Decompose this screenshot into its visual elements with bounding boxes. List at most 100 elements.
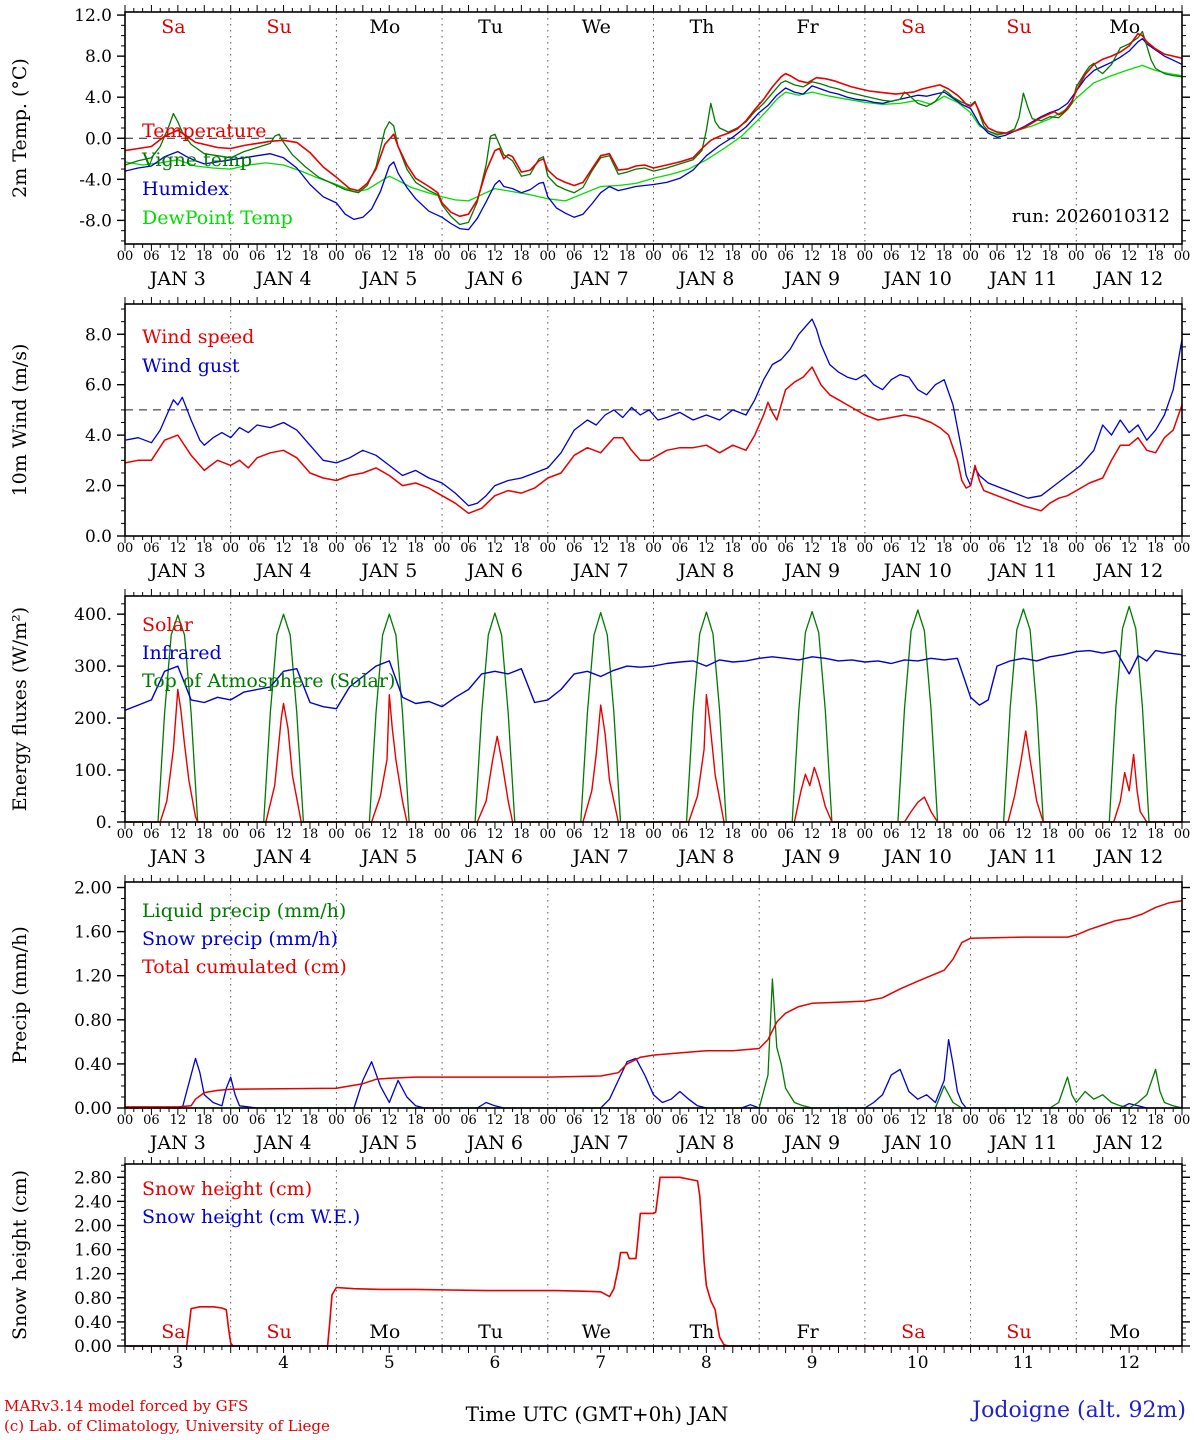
- panel-energy-fluxes: 0. 100. 200. 300. 400. 00 06 12 18 00 06 12 18 00 06 12…: [9, 589, 1190, 868]
- day-number-label: 3: [172, 1353, 183, 1373]
- legend-label: Temperature: [142, 120, 266, 142]
- series-humidex: [124, 38, 1183, 231]
- day-tick-label: JAN 9: [782, 846, 840, 868]
- hour-tick-label: 06: [989, 541, 1006, 556]
- y-tick-label: 0.80: [74, 1289, 112, 1309]
- y-tick-label: 0.: [96, 813, 112, 833]
- hour-tick-label: 18: [1042, 541, 1059, 556]
- day-tick-label: JAN 3: [148, 846, 206, 868]
- legend-label: Infrared: [142, 642, 222, 664]
- hour-tick-label: 00: [222, 249, 239, 264]
- day-tick-label: JAN 4: [254, 846, 312, 868]
- hour-tick-label: 00: [117, 249, 134, 264]
- day-tick-label: JAN 12: [1093, 560, 1163, 582]
- day-number-label: 8: [701, 1353, 712, 1373]
- hour-tick-label: 06: [989, 1113, 1006, 1128]
- weekday-label: Sa: [161, 16, 185, 38]
- hour-tick-label: 06: [989, 827, 1006, 842]
- y-axis-title: Snow height (cm): [9, 1170, 31, 1340]
- hour-tick-label: 00: [222, 541, 239, 556]
- day-tick-label: JAN 12: [1093, 846, 1163, 868]
- hour-tick-label: 06: [883, 827, 900, 842]
- hour-tick-label: 00: [645, 1113, 662, 1128]
- hour-tick-label: 12: [487, 541, 504, 556]
- hour-tick-label: 18: [513, 541, 530, 556]
- weekday-label: Mo: [369, 1321, 400, 1343]
- weekday-label: Th: [689, 16, 714, 38]
- hour-tick-label: 00: [751, 249, 768, 264]
- day-tick-label: JAN 8: [676, 268, 734, 290]
- hour-tick-label: 00: [751, 541, 768, 556]
- y-tick-label: 6.0: [85, 376, 112, 396]
- day-tick-label: JAN 5: [359, 268, 417, 290]
- weekday-label: Su: [267, 16, 292, 38]
- hour-tick-label: 12: [275, 249, 292, 264]
- hour-tick-label: 12: [487, 827, 504, 842]
- legend-label: Snow height (cm W.E.): [142, 1206, 360, 1228]
- y-tick-label: 4.0: [85, 88, 112, 108]
- hour-tick-label: 00: [540, 827, 557, 842]
- hour-tick-label: 12: [487, 249, 504, 264]
- hour-tick-label: 12: [1015, 249, 1032, 264]
- hour-tick-label: 18: [302, 249, 319, 264]
- hour-tick-label: 00: [645, 249, 662, 264]
- hour-tick-label: 06: [355, 1113, 372, 1128]
- series-wind-gust: [124, 318, 1183, 507]
- hour-tick-label: 18: [1042, 827, 1059, 842]
- hour-tick-label: 12: [592, 827, 609, 842]
- run-label: run: 2026010312: [1012, 206, 1170, 227]
- y-tick-label: 2.0: [85, 477, 112, 497]
- y-tick-label: 0.0: [85, 129, 112, 149]
- hour-tick-label: 18: [936, 1113, 953, 1128]
- hour-tick-label: 18: [725, 541, 742, 556]
- series-wind-speed: [124, 366, 1183, 515]
- y-tick-label: 8.0: [85, 325, 112, 345]
- hour-tick-label: 18: [725, 1113, 742, 1128]
- hour-tick-label: 00: [1068, 827, 1085, 842]
- series-temperature: [124, 32, 1183, 218]
- hour-tick-label: 12: [592, 541, 609, 556]
- day-tick-label: JAN 7: [571, 846, 629, 868]
- y-tick-label: 200.: [74, 709, 112, 729]
- hour-tick-label: 00: [962, 249, 979, 264]
- legend-label: Vigne temp: [141, 149, 252, 171]
- hour-tick-label: 06: [355, 249, 372, 264]
- hour-tick-label: 12: [909, 1113, 926, 1128]
- hour-tick-label: 18: [196, 827, 213, 842]
- hour-tick-label: 00: [117, 827, 134, 842]
- hour-tick-label: 18: [830, 541, 847, 556]
- hour-tick-label: 12: [487, 1113, 504, 1128]
- hour-tick-label: 00: [434, 541, 451, 556]
- y-tick-label: 400.: [74, 605, 112, 625]
- hour-tick-label: 06: [355, 827, 372, 842]
- y-tick-label: 100.: [74, 761, 112, 781]
- hour-tick-label: 12: [1121, 827, 1138, 842]
- hour-tick-label: 00: [540, 249, 557, 264]
- hour-tick-label: 12: [1015, 827, 1032, 842]
- day-tick-label: JAN 11: [987, 560, 1057, 582]
- series-total-cumulated: [125, 899, 1183, 1108]
- legend-label: Wind gust: [142, 355, 240, 377]
- hour-tick-label: 18: [725, 249, 742, 264]
- y-tick-label: 0.40: [74, 1055, 112, 1075]
- day-tick-label: JAN 7: [571, 560, 629, 582]
- day-tick-label: JAN 9: [782, 268, 840, 290]
- series-liquid-precip: [125, 978, 1183, 1109]
- footer: MARv3.14 model forced by GFS (c) Lab. of…: [0, 1380, 1194, 1440]
- day-tick-label: JAN 11: [987, 1132, 1057, 1154]
- weekday-label: Su: [267, 1321, 292, 1343]
- hour-tick-label: 06: [1094, 249, 1111, 264]
- hour-tick-label: 00: [117, 1113, 134, 1128]
- hour-tick-label: 06: [249, 1113, 266, 1128]
- hour-tick-label: 00: [857, 1113, 874, 1128]
- hour-tick-label: 00: [222, 1113, 239, 1128]
- hour-tick-label: 18: [1147, 249, 1164, 264]
- hour-tick-label: 12: [804, 1113, 821, 1128]
- y-tick-label: -8.0: [79, 211, 112, 231]
- model-credits: MARv3.14 model forced by GFS (c) Lab. of…: [4, 1396, 330, 1436]
- day-tick-label: JAN 5: [359, 1132, 417, 1154]
- day-tick-label: JAN 3: [148, 560, 206, 582]
- day-number-label: 4: [278, 1353, 289, 1373]
- hour-tick-label: 06: [1094, 827, 1111, 842]
- hour-tick-label: 06: [672, 1113, 689, 1128]
